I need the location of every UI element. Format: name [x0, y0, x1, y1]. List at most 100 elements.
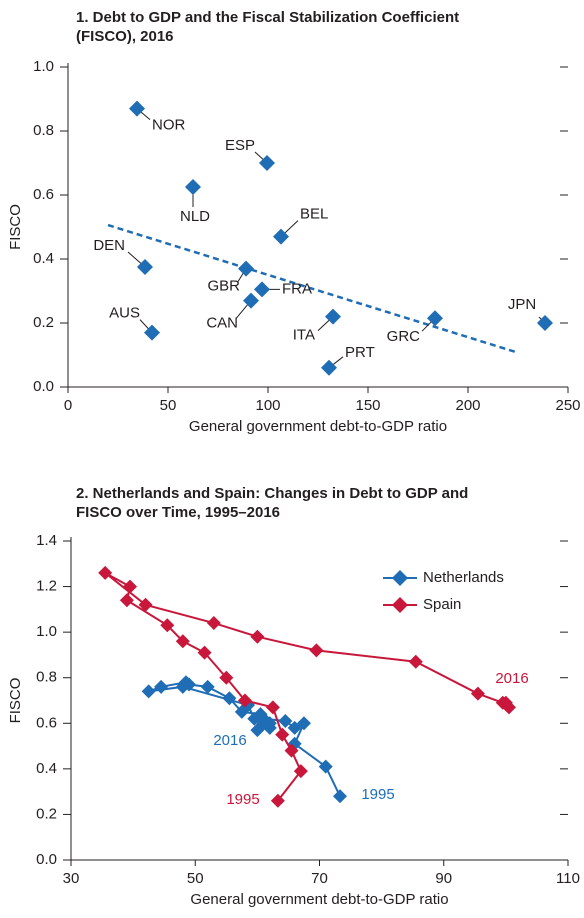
- point: [275, 727, 290, 742]
- point: [119, 593, 134, 608]
- point-label: ESP: [225, 137, 255, 154]
- point: [238, 260, 254, 277]
- point: [325, 308, 341, 325]
- y-tick-label: 0.2: [33, 314, 54, 331]
- y-tick-label: 0.2: [36, 805, 57, 822]
- y-tick-label: 0.4: [33, 250, 54, 267]
- point: [259, 155, 275, 171]
- point: [197, 645, 212, 660]
- point: [154, 679, 169, 694]
- x-tick-label: 50: [160, 397, 177, 414]
- point: [160, 618, 175, 633]
- point-label: ITA: [293, 327, 315, 344]
- point: [273, 228, 289, 245]
- y-tick-label: 0.8: [33, 122, 54, 139]
- point: [537, 315, 553, 331]
- x-tick-label: 0: [64, 397, 72, 414]
- point: [219, 670, 234, 685]
- point: [265, 700, 280, 715]
- legend-marker: [392, 597, 408, 613]
- x-tick-label: 30: [63, 870, 80, 887]
- y-tick-label: 0.6: [36, 714, 57, 731]
- point-label: NLD: [180, 208, 210, 225]
- point: [129, 100, 145, 117]
- point-label: PRT: [345, 344, 375, 361]
- point: [293, 764, 308, 779]
- point: [237, 693, 252, 708]
- point-label: FRA: [282, 280, 312, 297]
- y-axis-label: FISCO: [7, 204, 24, 250]
- point: [98, 565, 113, 580]
- x-tick-label: 70: [311, 870, 328, 887]
- trend-line: [107, 223, 516, 353]
- point-label: AUS: [109, 305, 140, 322]
- point: [200, 679, 215, 694]
- point: [270, 793, 285, 808]
- point: [408, 654, 423, 669]
- x-tick-label: 200: [455, 397, 480, 414]
- point-label: DEN: [93, 237, 125, 254]
- annotation: 2016: [213, 732, 246, 749]
- point: [123, 579, 138, 594]
- x-tick-label: 100: [255, 397, 280, 414]
- y-tick-label: 0.4: [36, 760, 57, 777]
- point: [427, 310, 443, 327]
- y-tick-label: 0.6: [33, 186, 54, 203]
- point: [243, 292, 259, 309]
- point: [278, 714, 293, 729]
- point: [333, 789, 348, 804]
- point: [321, 359, 337, 376]
- point: [470, 686, 485, 701]
- y-tick-label: 0.0: [33, 378, 54, 395]
- y-tick-label: 1.0: [33, 58, 54, 75]
- point: [284, 743, 299, 758]
- point: [262, 716, 277, 731]
- point-label: NOR: [152, 117, 186, 134]
- point: [287, 720, 302, 735]
- point: [250, 629, 265, 644]
- annotation: 2016: [495, 670, 528, 687]
- point: [222, 691, 237, 706]
- point: [185, 179, 201, 195]
- y-axis-label: FISCO: [7, 678, 24, 724]
- point: [175, 679, 190, 694]
- point: [175, 634, 190, 649]
- chart-title: 2. Netherlands and Spain: Changes in Deb…: [76, 485, 468, 502]
- series-line: [104, 572, 510, 802]
- y-tick-label: 1.4: [36, 532, 57, 549]
- annotation: 1995: [361, 786, 394, 803]
- y-tick-label: 0.0: [36, 851, 57, 868]
- y-tick-label: 1.0: [36, 623, 57, 640]
- point-label: CAN: [206, 315, 238, 332]
- x-tick-label: 90: [435, 870, 452, 887]
- point: [206, 616, 221, 631]
- legend-label: Netherlands: [423, 569, 504, 586]
- x-tick-label: 110: [556, 870, 580, 887]
- x-tick-label: 250: [555, 397, 580, 414]
- y-tick-label: 0.8: [36, 669, 57, 686]
- x-tick-label: 50: [187, 870, 204, 887]
- point: [137, 259, 153, 275]
- chart-title: (FISCO), 2016: [76, 28, 174, 45]
- y-tick-label: 1.2: [36, 578, 57, 595]
- x-tick-label: 150: [355, 397, 380, 414]
- point: [318, 759, 333, 774]
- chart-title: 1. Debt to GDP and the Fiscal Stabilizat…: [76, 9, 459, 26]
- point-label: GBR: [207, 278, 240, 295]
- point: [138, 597, 153, 612]
- point: [498, 695, 513, 710]
- point: [309, 643, 324, 658]
- x-axis-label: General government debt-to-GDP ratio: [189, 418, 447, 435]
- point-label: JPN: [508, 296, 536, 313]
- annotation: 1995: [226, 791, 259, 808]
- point: [254, 281, 270, 298]
- point-label: BEL: [300, 206, 328, 223]
- legend-marker: [392, 570, 408, 586]
- point: [141, 684, 156, 699]
- x-axis-label: General government debt-to-GDP ratio: [190, 891, 448, 908]
- point-label: GRC: [387, 328, 421, 345]
- point: [144, 324, 160, 341]
- chart-title: FISCO over Time, 1995–2016: [76, 504, 280, 521]
- legend-label: Spain: [423, 596, 461, 613]
